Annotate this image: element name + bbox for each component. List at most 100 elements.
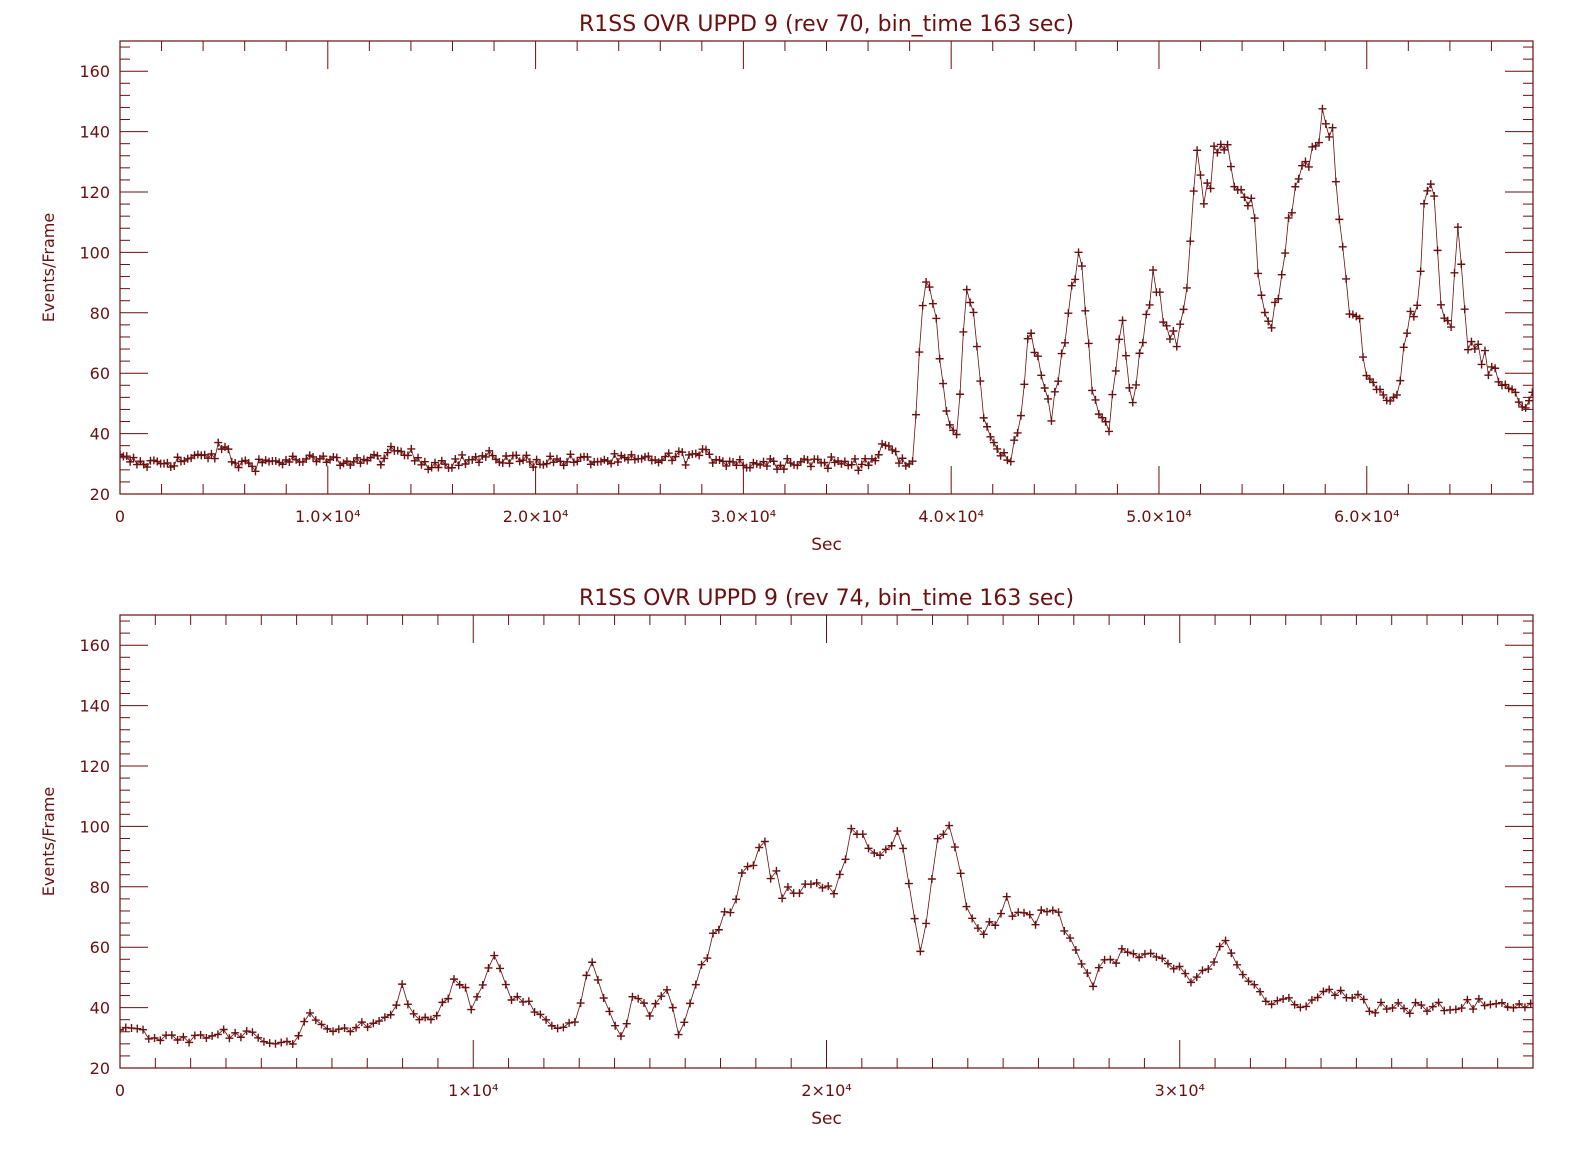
- data-line-segment: [1059, 912, 1065, 931]
- data-line-segment: [310, 1013, 316, 1020]
- data-line-segment: [1336, 182, 1339, 220]
- data-line-segment: [759, 842, 765, 848]
- data-line-segment: [1068, 286, 1071, 314]
- y-tick-label: 40: [90, 999, 110, 1018]
- data-line-segment: [984, 922, 990, 934]
- data-line-segment: [1185, 974, 1191, 983]
- data-line-segment: [776, 871, 782, 898]
- data-line-segment: [696, 965, 702, 985]
- data-line-segment: [1260, 992, 1266, 1002]
- y-tick-label: 80: [90, 878, 110, 897]
- data-line-segment: [974, 312, 977, 346]
- data-line-segment: [655, 996, 661, 1004]
- data-line-segment: [834, 874, 840, 893]
- data-line-segment: [1150, 270, 1153, 305]
- data-line-segment: [920, 923, 926, 951]
- x-tick-label: 2×10⁴: [801, 1081, 851, 1100]
- x-tick-label: 0: [115, 507, 125, 526]
- data-line-segment: [1070, 938, 1076, 950]
- data-line-segment: [1329, 989, 1335, 995]
- data-line-segment: [753, 848, 759, 866]
- data-line-segment: [955, 847, 961, 873]
- data-line-segment: [448, 979, 454, 999]
- data-line-segment: [408, 1004, 414, 1013]
- data-line-segment: [1375, 1002, 1381, 1012]
- y-tick-label: 140: [79, 697, 110, 716]
- data-line-segment: [869, 848, 875, 853]
- data-line-segment: [736, 873, 742, 899]
- data-line-segment: [1438, 250, 1441, 304]
- data-line-segment: [1030, 915, 1036, 925]
- data-line-segment: [1001, 897, 1007, 914]
- data-line-segment: [1126, 356, 1129, 388]
- data-line-segment: [489, 956, 495, 968]
- data-line-segment: [1220, 941, 1226, 947]
- data-line-segment: [1058, 354, 1061, 382]
- data-line-segment: [1306, 1000, 1312, 1006]
- x-tick-label: 0: [115, 1081, 125, 1100]
- data-line-segment: [304, 1013, 310, 1022]
- data-line-segment: [799, 884, 805, 893]
- data-line-segment: [673, 1008, 679, 1035]
- data-line-segment: [661, 990, 667, 996]
- data-line-segment: [846, 829, 852, 860]
- data-line-segment: [863, 834, 869, 848]
- data-line-segment: [615, 1026, 621, 1036]
- y-tick-label: 100: [79, 817, 110, 836]
- data-line-segment: [771, 871, 777, 879]
- y-tick-label: 20: [90, 1059, 110, 1078]
- data-line-segment: [1454, 227, 1457, 273]
- data-line-segment: [1087, 973, 1093, 986]
- data-line-segment: [586, 962, 592, 975]
- y-tick-label: 80: [90, 304, 110, 323]
- data-line-segment: [919, 306, 922, 352]
- data-line-segment: [684, 1003, 690, 1022]
- data-line-segment: [963, 290, 966, 332]
- data-line-segment: [1335, 991, 1341, 996]
- data-line-segment: [977, 347, 980, 382]
- data-line-segment: [926, 879, 932, 923]
- data-line-segment: [1285, 218, 1288, 253]
- data-line-segment: [1404, 1008, 1410, 1013]
- data-line-segment: [391, 1005, 397, 1015]
- data-line-segment: [252, 1032, 258, 1038]
- data-line-segment: [1082, 266, 1085, 311]
- data-line-segment: [719, 912, 725, 930]
- data-line-segment: [943, 826, 949, 835]
- x-tick-label: 3×10⁴: [1155, 1081, 1205, 1100]
- data-line-segment: [183, 1037, 189, 1043]
- data-line-segment: [1381, 1002, 1387, 1009]
- data-line-segment: [241, 1031, 247, 1037]
- data-line-segment: [506, 985, 512, 1000]
- data-line-segment: [650, 1004, 656, 1016]
- y-tick-label: 40: [90, 425, 110, 444]
- data-line-segment: [540, 1014, 546, 1019]
- data-line-segment: [1082, 964, 1088, 973]
- data-line-segment: [1085, 311, 1088, 344]
- data-line-segment: [980, 381, 983, 418]
- data-line-segment: [961, 873, 967, 906]
- data-line-segment: [949, 826, 955, 848]
- data-line-segment: [621, 1024, 627, 1036]
- data-line-segment: [1451, 273, 1454, 327]
- data-line-segment: [598, 980, 604, 998]
- data-line-segment: [1417, 271, 1420, 305]
- data-line-segment: [1089, 343, 1092, 390]
- data-line-segment: [1099, 960, 1105, 968]
- data-line-segment: [362, 1022, 368, 1027]
- y-axis-label: Events/Frame: [39, 213, 58, 322]
- data-line-segment: [1319, 109, 1322, 143]
- data-line-segment: [880, 849, 886, 855]
- data-line-segment: [903, 848, 909, 883]
- data-line-segment: [1065, 313, 1068, 343]
- data-line-segment: [1076, 950, 1082, 964]
- data-points: [116, 105, 1536, 476]
- data-line-segment: [581, 975, 587, 1003]
- data-line-segment: [1093, 968, 1099, 987]
- data-line-segment: [500, 968, 506, 984]
- data-line-segment: [1191, 977, 1197, 982]
- data-line-segment: [1226, 941, 1232, 954]
- data-line-segment: [218, 1030, 224, 1035]
- data-line-segment: [1187, 241, 1190, 288]
